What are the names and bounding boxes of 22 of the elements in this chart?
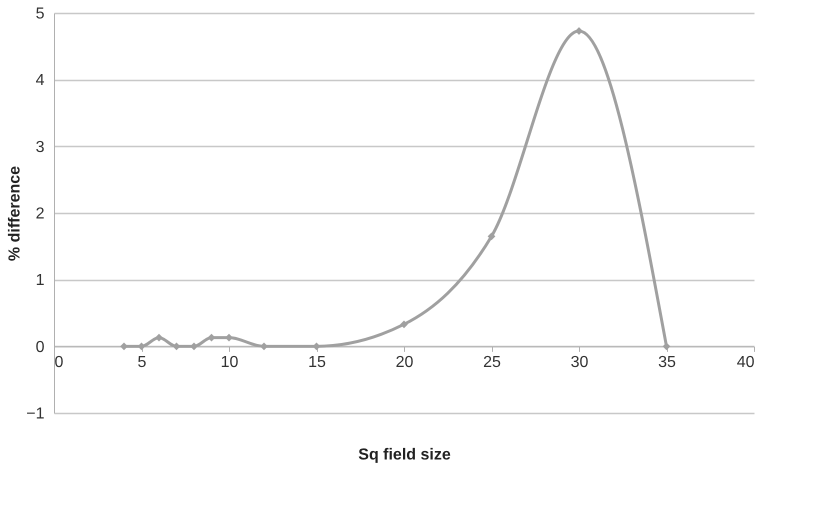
y-tick-label: −1 [26,406,45,422]
x-tick-label: 5 [138,354,147,371]
y-tick-label: 5 [36,6,45,22]
x-tick-label: 0 [54,354,64,371]
y-tick-label: 3 [36,138,45,156]
y-tick-label: 1 [36,272,45,290]
point [575,27,583,35]
point [488,232,496,240]
x-tick-label: 35 [658,354,676,371]
x-tick-label: 30 [570,354,588,371]
y-tick-label: 2 [36,206,45,222]
y-tick-label: 4 [36,72,45,90]
point [155,334,163,342]
point [400,320,408,328]
x-axis-title: Sq field size [358,446,451,464]
x-tick-label: 20 [396,354,414,371]
y-tick-label: 0 [36,338,45,356]
y-axis-title: % difference [6,166,24,262]
x-tick-label: 10 [220,354,238,371]
x-tick-label: 40 [736,354,755,371]
x-tick-label: 15 [308,354,326,371]
x-tick-label: 25 [483,354,501,371]
